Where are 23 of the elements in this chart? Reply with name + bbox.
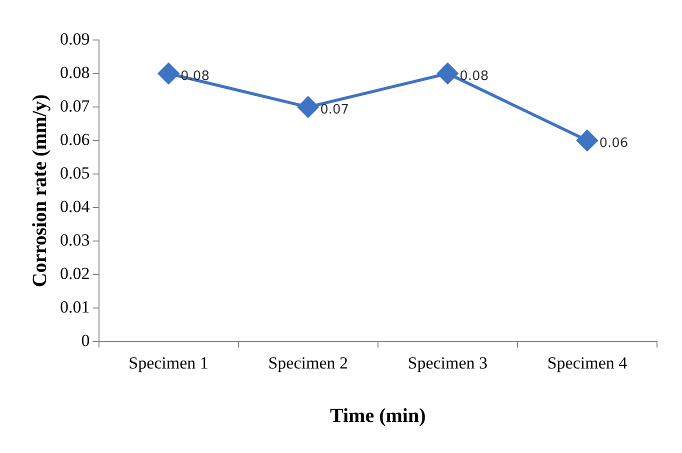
- y-tick-label: 0.06: [60, 130, 90, 149]
- y-tick-label: 0.01: [60, 298, 90, 317]
- data-label: 0.08: [460, 68, 489, 84]
- x-tick-label: Specimen 3: [408, 353, 488, 372]
- x-axis-title: Time (min): [330, 405, 426, 428]
- data-label: 0.06: [599, 136, 628, 151]
- y-tick-label: 0.03: [60, 230, 90, 250]
- x-tick-label: Specimen 2: [268, 353, 348, 372]
- point: [158, 63, 180, 84]
- point: [576, 130, 598, 152]
- y-tick-label: 0.08: [60, 62, 90, 82]
- x-tick-label: Specimen 4: [547, 353, 628, 372]
- y-tick-label: 0.07: [60, 96, 90, 116]
- y-tick-label: 0.09: [60, 29, 90, 48]
- point: [437, 63, 458, 84]
- x-tick-label: Specimen 1: [128, 353, 208, 372]
- y-tick-label: 0.04: [60, 197, 90, 216]
- point: [298, 96, 319, 118]
- y-tick-label: 0: [81, 331, 90, 350]
- data-label: 0.07: [320, 102, 350, 118]
- y-tick-label: 0.02: [60, 264, 90, 284]
- y-axis-title: Corrosion rate (mm/y): [29, 94, 52, 288]
- y-tick-label: 0.05: [60, 164, 90, 183]
